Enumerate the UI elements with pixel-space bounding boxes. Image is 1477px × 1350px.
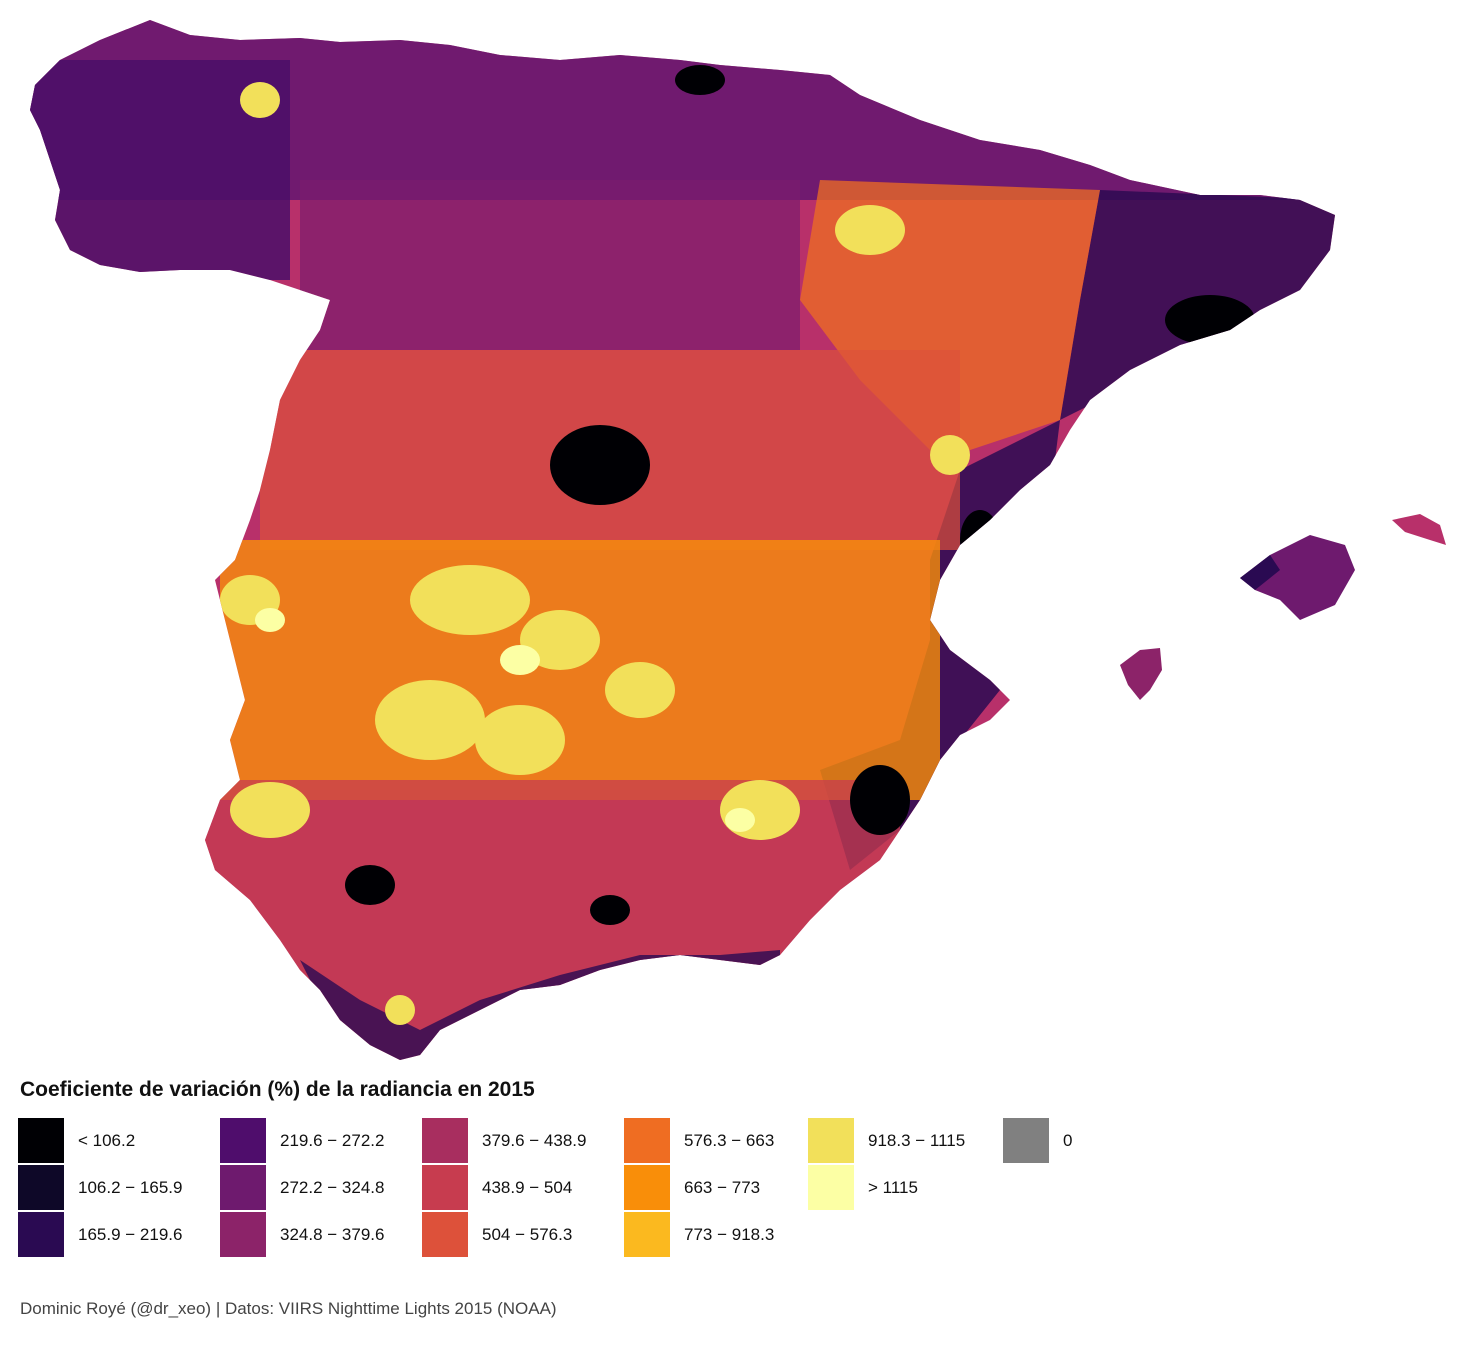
legend-item: 272.2 − 324.8	[220, 1165, 420, 1212]
legend-item: 918.3 − 1115	[808, 1118, 1008, 1165]
legend-column: 576.3 − 663 663 − 773 773 − 918.3	[624, 1118, 824, 1259]
legend-item: 504 − 576.3	[422, 1212, 622, 1259]
legend-column: 0	[1003, 1118, 1203, 1165]
malaga-area	[590, 895, 630, 925]
sevilla-area	[345, 865, 395, 905]
legend-item: 773 − 918.3	[624, 1212, 824, 1259]
legend-swatch	[18, 1118, 64, 1163]
caption: Dominic Royé (@dr_xeo) | Datos: VIIRS Ni…	[20, 1299, 557, 1318]
legend-item: 379.6 − 438.9	[422, 1118, 622, 1165]
legend-label: < 106.2	[78, 1131, 136, 1150]
legend-item: 324.8 − 379.6	[220, 1212, 420, 1259]
legend-label: 918.3 − 1115	[868, 1131, 966, 1150]
legend-item: 165.9 − 219.6	[18, 1212, 218, 1259]
legend-column: < 106.2 106.2 − 165.9 165.9 − 219.6	[18, 1118, 218, 1259]
legend-swatch	[422, 1165, 468, 1210]
region-south-meseta	[220, 540, 940, 800]
madrid-area	[550, 425, 650, 505]
legend-column: 918.3 − 1115 > 1115	[808, 1118, 1008, 1212]
barcelona-area	[1165, 295, 1255, 345]
menorca	[1392, 514, 1446, 545]
legend-swatch	[220, 1118, 266, 1163]
balearic-islands	[1120, 514, 1446, 700]
choropleth-map	[30, 20, 1446, 1060]
legend-label: 106.2 − 165.9	[78, 1178, 183, 1197]
legend-item: > 1115	[808, 1165, 1008, 1212]
legend-swatch	[422, 1118, 468, 1163]
legend-item: < 106.2	[18, 1118, 218, 1165]
legend-swatch	[18, 1212, 64, 1257]
legend-label: 379.6 − 438.9	[482, 1131, 587, 1150]
legend-item: 0	[1003, 1118, 1203, 1165]
legend-swatch	[624, 1118, 670, 1163]
legend-label: 272.2 − 324.8	[280, 1178, 385, 1197]
region-north-interior	[300, 180, 800, 350]
legend-swatch	[18, 1165, 64, 1210]
legend-item: 663 − 773	[624, 1165, 824, 1212]
legend-column: 379.6 − 438.9 438.9 − 504 504 − 576.3	[422, 1118, 622, 1259]
legend-item: 106.2 − 165.9	[18, 1165, 218, 1212]
mallorca-coast	[1240, 555, 1280, 590]
legend-label: > 1115	[868, 1178, 918, 1197]
legend-swatch	[422, 1212, 468, 1257]
legend-item: 576.3 − 663	[624, 1118, 824, 1165]
legend-label: 219.6 − 272.2	[280, 1131, 385, 1150]
legend: < 106.2 106.2 − 165.9 165.9 − 219.6 219.…	[18, 1118, 1218, 1258]
legend-swatch	[808, 1165, 854, 1210]
very-high-variation-patches	[255, 608, 755, 832]
legend-swatch	[220, 1165, 266, 1210]
legend-item: 438.9 − 504	[422, 1165, 622, 1212]
legend-item: 219.6 − 272.2	[220, 1118, 420, 1165]
legend-label: 576.3 − 663	[684, 1131, 775, 1150]
legend-label: 438.9 − 504	[482, 1178, 573, 1197]
valencia-area	[960, 510, 1000, 570]
legend-label: 0	[1063, 1131, 1073, 1150]
legend-column: 219.6 − 272.2 272.2 − 324.8 324.8 − 379.…	[220, 1118, 420, 1259]
ibiza	[1120, 648, 1162, 700]
murcia-area	[850, 765, 910, 835]
legend-title: Coeficiente de variación (%) de la radia…	[20, 1078, 535, 1101]
legend-swatch	[220, 1212, 266, 1257]
legend-label: 663 − 773	[684, 1178, 761, 1197]
legend-label: 324.8 − 379.6	[280, 1225, 385, 1244]
legend-label: 773 − 918.3	[684, 1225, 775, 1244]
legend-swatch	[624, 1212, 670, 1257]
legend-label: 504 − 576.3	[482, 1225, 573, 1244]
bilbao-area	[675, 65, 725, 95]
high-variation-patches	[220, 82, 970, 1025]
legend-label: 165.9 − 219.6	[78, 1225, 183, 1244]
peninsula	[30, 20, 1335, 1060]
legend-swatch	[808, 1118, 854, 1163]
legend-swatch	[624, 1165, 670, 1210]
legend-swatch	[1003, 1118, 1049, 1163]
